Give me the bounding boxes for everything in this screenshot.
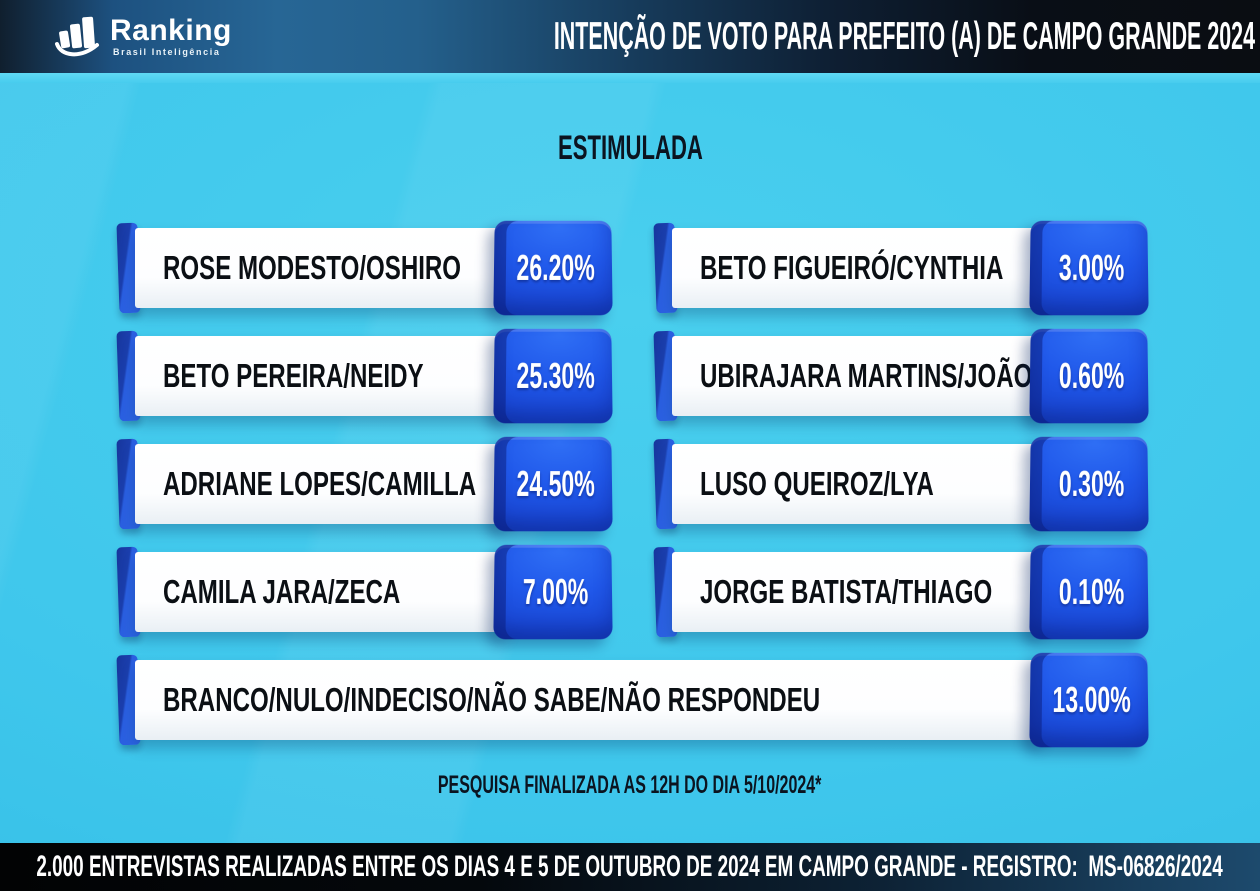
- main-content: ESTIMULADA ROSE MODESTO/OSHIRO 26.20% BE…: [0, 128, 1260, 798]
- candidate-card: BETO PEREIRA/NEIDY: [135, 336, 507, 416]
- percentage-box: 25.30%: [492, 328, 613, 424]
- candidate-card: UBIRAJARA MARTINS/JOÃO: [671, 336, 1043, 416]
- percentage-box: 0.10%: [1029, 544, 1149, 640]
- candidate-card: BETO FIGUEIRÓ/CYNTHIA: [671, 228, 1043, 308]
- candidate-name: BETO PEREIRA/NEIDY: [163, 357, 424, 394]
- candidate-name: BETO FIGUEIRÓ/CYNTHIA: [699, 249, 1003, 286]
- candidate-card: BRANCO/NULO/INDECISO/NÃO SABE/NÃO RESPON…: [135, 660, 1043, 740]
- percentage-value: 25.30%: [515, 354, 595, 396]
- percentage-box: 0.30%: [1029, 436, 1149, 532]
- candidate-name: UBIRAJARA MARTINS/JOÃO: [699, 357, 1032, 394]
- result-row: LUSO QUEIROZ/LYA 0.30%: [652, 436, 1149, 532]
- result-row: BRANCO/NULO/INDECISO/NÃO SABE/NÃO RESPON…: [116, 652, 1149, 748]
- footnote-wrap: PESQUISA FINALIZADA AS 12H DO DIA 5/10/2…: [0, 772, 1260, 798]
- footer-bar: 2.000 ENTREVISTAS REALIZADAS ENTRE OS DI…: [0, 843, 1260, 891]
- survey-footnote: PESQUISA FINALIZADA AS 12H DO DIA 5/10/2…: [438, 771, 822, 799]
- candidate-card: ADRIANE LOPES/CAMILLA: [135, 444, 507, 524]
- percentage-box: 0.60%: [1029, 328, 1149, 424]
- section-title: ESTIMULADA: [557, 129, 703, 167]
- candidate-name: ROSE MODESTO/OSHIRO: [163, 249, 462, 286]
- result-row: BETO PEREIRA/NEIDY 25.30%: [116, 328, 613, 424]
- result-row: CAMILA JARA/ZECA 7.00%: [116, 544, 613, 640]
- candidate-card: CAMILA JARA/ZECA: [135, 552, 507, 632]
- result-row: UBIRAJARA MARTINS/JOÃO 0.60%: [652, 328, 1149, 424]
- candidate-card: JORGE BATISTA/THIAGO: [671, 552, 1043, 632]
- percentage-value: 3.00%: [1058, 246, 1125, 288]
- percentage-box: 3.00%: [1029, 220, 1149, 316]
- ranking-logo: Ranking Brasil Inteligência: [52, 14, 267, 60]
- candidate-name: ADRIANE LOPES/CAMILLA: [163, 465, 477, 502]
- results-grid: ROSE MODESTO/OSHIRO 26.20% BETO FIGUEIRÓ…: [116, 220, 1149, 748]
- percentage-box: 7.00%: [492, 544, 613, 640]
- footer-text: 2.000 ENTREVISTAS REALIZADAS ENTRE OS DI…: [36, 850, 1224, 883]
- percentage-value: 24.50%: [515, 462, 595, 504]
- candidate-name: LUSO QUEIROZ/LYA: [699, 465, 934, 502]
- section-title-wrap: ESTIMULADA: [0, 128, 1260, 168]
- percentage-value: 26.20%: [515, 246, 595, 288]
- brand-text: Ranking Brasil Inteligência: [110, 16, 232, 57]
- ranking-logo-icon: [55, 16, 99, 56]
- result-row: BETO FIGUEIRÓ/CYNTHIA 3.00%: [652, 220, 1149, 316]
- candidate-name: JORGE BATISTA/THIAGO: [699, 573, 992, 610]
- candidate-name: BRANCO/NULO/INDECISO/NÃO SABE/NÃO RESPON…: [163, 681, 821, 718]
- percentage-box: 13.00%: [1029, 652, 1149, 748]
- page-title: INTENÇÃO DE VOTO PARA PREFEITO (A) DE CA…: [553, 14, 1256, 58]
- header-glow-strip: [0, 73, 1260, 83]
- result-row: ROSE MODESTO/OSHIRO 26.20%: [116, 220, 613, 316]
- percentage-box: 26.20%: [492, 220, 613, 316]
- percentage-box: 24.50%: [492, 436, 613, 532]
- result-row: JORGE BATISTA/THIAGO 0.10%: [652, 544, 1149, 640]
- percentage-value: 7.00%: [522, 570, 588, 612]
- percentage-value: 0.60%: [1058, 354, 1125, 396]
- percentage-value: 0.30%: [1058, 462, 1125, 504]
- percentage-value: 13.00%: [1052, 678, 1131, 720]
- candidate-card: ROSE MODESTO/OSHIRO: [135, 228, 507, 308]
- brand-name: Ranking: [110, 14, 232, 47]
- result-row: ADRIANE LOPES/CAMILLA 24.50%: [116, 436, 613, 532]
- brand-tagline: Brasil Inteligência: [113, 47, 221, 57]
- header-bar: Ranking Brasil Inteligência INTENÇÃO DE …: [0, 0, 1260, 73]
- candidate-name: CAMILA JARA/ZECA: [163, 573, 401, 610]
- percentage-value: 0.10%: [1058, 570, 1125, 612]
- candidate-card: LUSO QUEIROZ/LYA: [671, 444, 1043, 524]
